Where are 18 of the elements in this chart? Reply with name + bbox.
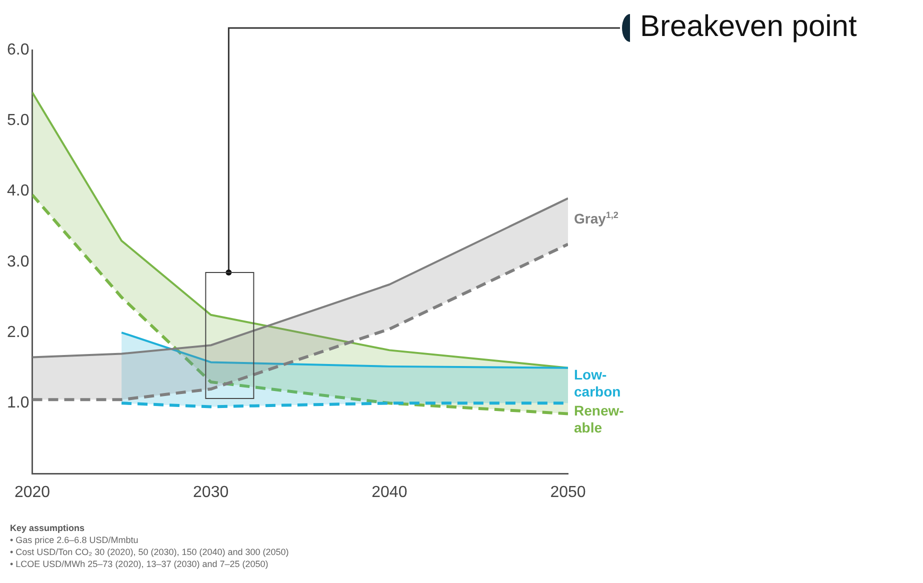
text: Renew- able (574, 402, 624, 436)
text: Key assumptions (10, 522, 86, 534)
x-tick-label: 2020 (14, 484, 50, 501)
y-tick-label: 1.0 (6, 394, 30, 412)
y-tick-label: 5.0 (6, 112, 30, 130)
line-series (32, 242, 568, 402)
y-tick-label: 6.0 (6, 41, 30, 58)
series-label: Low- carbon (574, 366, 621, 400)
annotation: Breakeven point (640, 10, 857, 44)
text: • LCOE USD/MWh 25–73 (2020), 13–37 (2030) and 7–25 (2050) (10, 558, 270, 570)
x-tick-label: 2040 (372, 484, 408, 501)
text: • Gas price 2.6–6.8 USD/Mmbtu (10, 534, 140, 546)
x-tick-label: 2050 (550, 484, 586, 501)
y-tick-label: 2.0 (6, 324, 30, 341)
text: • Cost USD/Ton CO₂ 30 (2020), 50 (2030), 150 (2040) and 300 (2050) (10, 546, 289, 558)
x-tick-label: 2030 (193, 484, 229, 501)
y-tick-label: 3.0 (6, 253, 30, 270)
y-tick-label: 4.0 (6, 182, 30, 200)
